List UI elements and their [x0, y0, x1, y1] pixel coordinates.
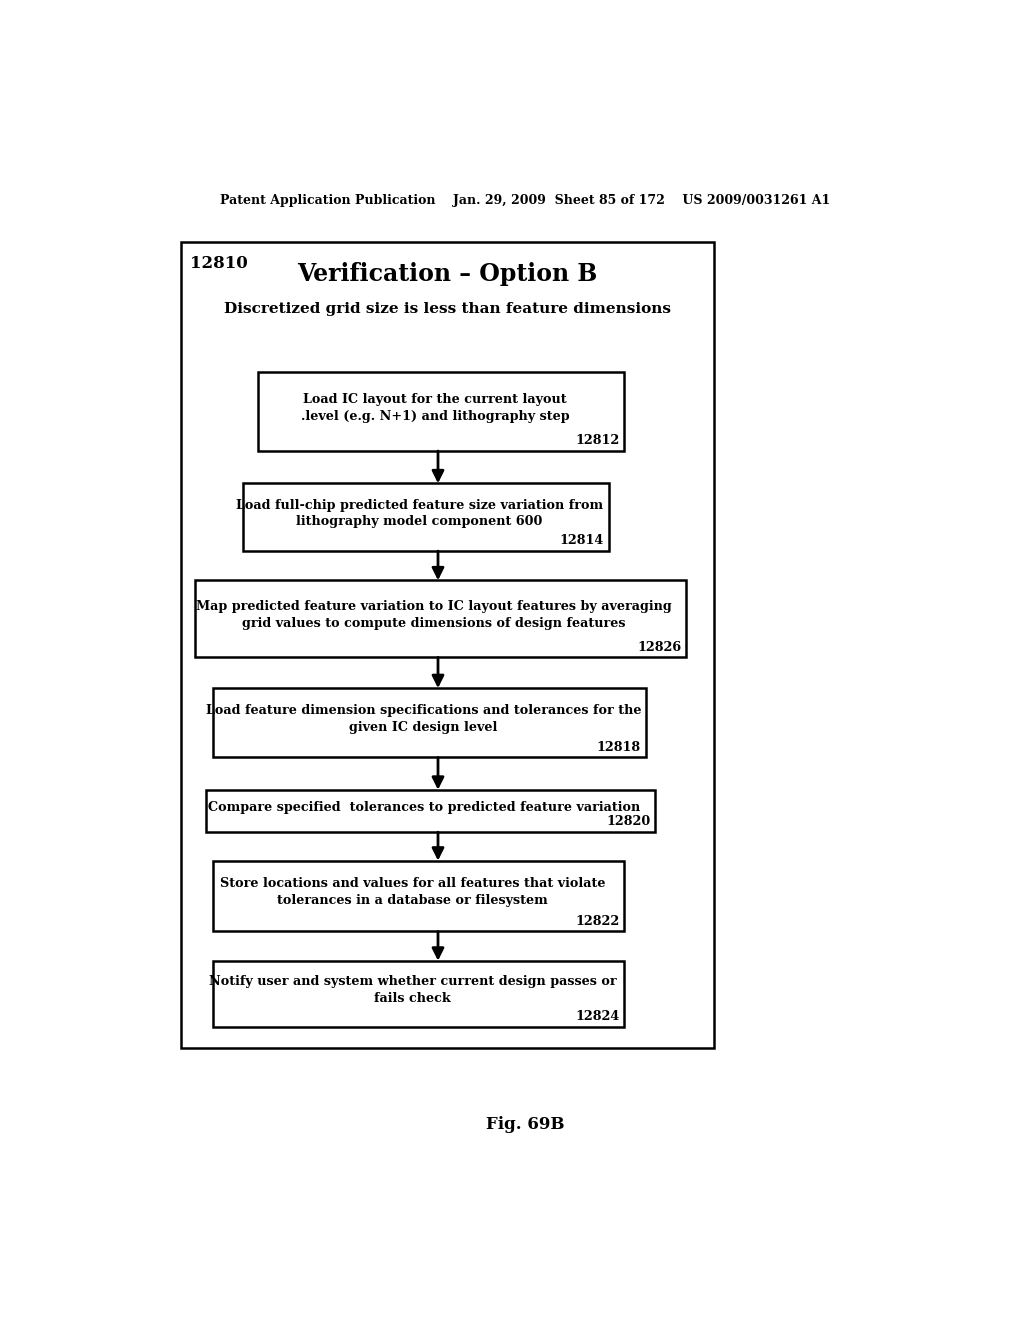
Bar [243, 483, 608, 552]
Bar [213, 688, 646, 758]
Text: Load full-chip predicted feature size variation from
lithography model component: Load full-chip predicted feature size va… [236, 499, 603, 528]
Bar [213, 861, 624, 932]
Bar [195, 581, 686, 657]
Text: 12814: 12814 [559, 535, 604, 548]
Text: Load feature dimension specifications and tolerances for the
given IC design lev: Load feature dimension specifications an… [206, 704, 641, 734]
Text: Compare specified  tolerances to predicted feature variation: Compare specified tolerances to predicte… [208, 801, 640, 814]
Text: 12822: 12822 [575, 915, 620, 928]
Text: Verification – Option B: Verification – Option B [297, 261, 597, 286]
Text: Load IC layout for the current layout
.level (e.g. N+1) and lithography step: Load IC layout for the current layout .l… [301, 393, 569, 422]
Text: 12818: 12818 [597, 741, 641, 754]
Text: 12812: 12812 [575, 434, 620, 447]
Text: 12820: 12820 [606, 816, 650, 829]
Bar [206, 789, 655, 832]
Text: Store locations and values for all features that violate
tolerances in a databas: Store locations and values for all featu… [220, 878, 605, 907]
Bar [213, 961, 624, 1027]
Text: Discretized grid size is less than feature dimensions: Discretized grid size is less than featu… [224, 302, 671, 317]
Text: Fig. 69B: Fig. 69B [485, 1117, 564, 1134]
Text: 12824: 12824 [575, 1010, 620, 1023]
Text: Notify user and system whether current design passes or
fails check: Notify user and system whether current d… [209, 975, 616, 1005]
Text: Patent Application Publication    Jan. 29, 2009  Sheet 85 of 172    US 2009/0031: Patent Application Publication Jan. 29, … [220, 194, 829, 207]
Text: Map predicted feature variation to IC layout features by averaging
grid values t: Map predicted feature variation to IC la… [197, 601, 672, 630]
Text: 12826: 12826 [637, 640, 681, 653]
Bar [258, 372, 624, 451]
Bar [180, 242, 714, 1048]
Text: 12810: 12810 [190, 256, 248, 272]
